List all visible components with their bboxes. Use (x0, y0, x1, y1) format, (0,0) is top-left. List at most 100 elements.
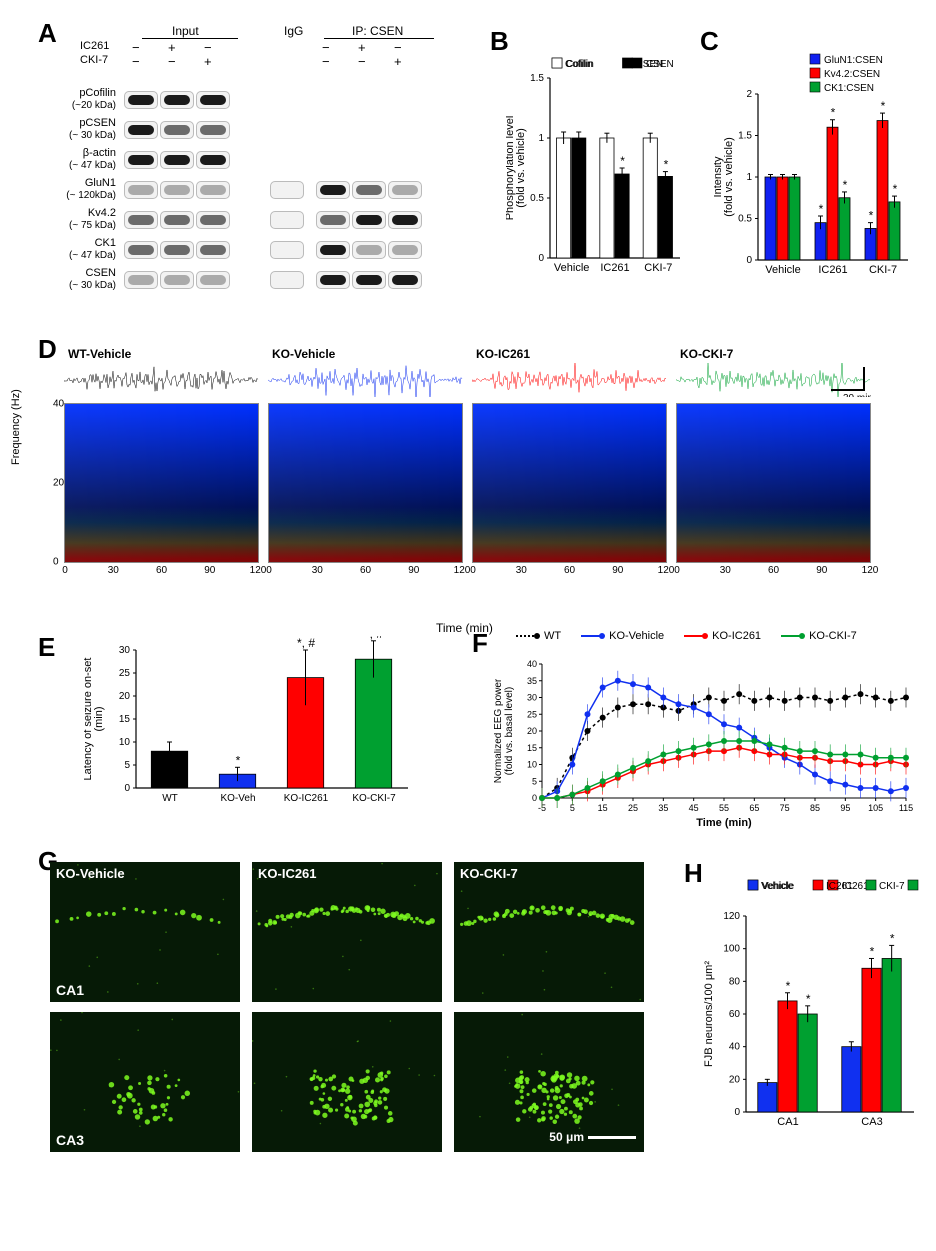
svg-text:5: 5 (124, 760, 130, 771)
svg-text:45: 45 (689, 803, 699, 813)
svg-text:*: * (870, 944, 875, 958)
eeg-title: KO-Vehicle (272, 347, 335, 361)
svg-text:10: 10 (527, 760, 537, 770)
svg-text:CK1:CSEN: CK1:CSEN (824, 83, 874, 94)
svg-text:*: * (786, 979, 791, 993)
panel-a-westernblot: Input IgG IP: CSEN IC261 CKI-7 −−++−−−−−… (44, 24, 474, 314)
eeg-title: KO-IC261 (476, 347, 530, 361)
svg-text:1.5: 1.5 (530, 73, 544, 84)
svg-text:*: * (236, 753, 241, 767)
svg-text:95: 95 (840, 803, 850, 813)
panel-e-chart: 051015202530Latency of seizure on-set(mi… (84, 636, 414, 816)
svg-text:CKI-7: CKI-7 (644, 262, 672, 274)
svg-text:0: 0 (746, 255, 752, 266)
svg-text:65: 65 (749, 803, 759, 813)
svg-text:0: 0 (532, 793, 537, 803)
svg-text:*: * (664, 158, 669, 172)
svg-text:75: 75 (780, 803, 790, 813)
svg-text:5: 5 (532, 776, 537, 786)
group-input: Input (172, 24, 199, 38)
svg-text:CKI-7: CKI-7 (879, 881, 905, 892)
svg-text:Time (min): Time (min) (696, 817, 752, 829)
svg-text:*: * (620, 154, 625, 168)
treat-cki7: CKI-7 (80, 54, 108, 66)
svg-text:15: 15 (598, 803, 608, 813)
svg-text:CA1: CA1 (777, 1116, 798, 1128)
svg-text:20: 20 (119, 691, 131, 702)
svg-text:Latency of seizure on-set(min): Latency of seizure on-set(min) (84, 658, 105, 781)
svg-text:KO-IC261: KO-IC261 (284, 793, 329, 804)
micrograph: KO-CKI-7 (454, 862, 644, 1002)
panel-h-chart: 020406080100120FJB neurons/100 μm²CA1**C… (700, 876, 920, 1136)
micrograph (252, 1012, 442, 1152)
svg-text:40: 40 (729, 1042, 741, 1053)
svg-text:115: 115 (899, 803, 913, 813)
svg-text:IC261: IC261 (818, 264, 847, 276)
panel-g-micrographs: KO-VehicleCA1KO-IC261KO-CKI-7 CA3 50 μm (50, 862, 660, 1172)
svg-text:10: 10 (119, 737, 131, 748)
svg-text:Cofilin: Cofilin (565, 59, 593, 70)
svg-text:1: 1 (746, 172, 752, 183)
svg-text:Normalized EEG power(fold vs.: Normalized EEG power(fold vs. basal leve… (494, 678, 515, 783)
svg-text:25: 25 (628, 803, 638, 813)
svg-text:Intensity(fold vs. vehicle): Intensity(fold vs. vehicle) (714, 137, 735, 216)
svg-text:0.5: 0.5 (530, 193, 544, 204)
svg-text:100: 100 (723, 944, 740, 955)
panel-d-eeg: Frequency (Hz) WT-Vehicle030609012002040… (40, 345, 900, 605)
svg-text:*: * (869, 209, 874, 223)
svg-text:CA3: CA3 (861, 1116, 882, 1128)
svg-text:0: 0 (538, 253, 544, 264)
svg-text:WT: WT (162, 793, 178, 804)
svg-text:0: 0 (124, 783, 130, 794)
svg-text:35: 35 (658, 803, 668, 813)
panel-f-legend: WTKO-VehicleKO-IC261KO-CKI-7 (516, 628, 877, 642)
svg-text:CKI-7: CKI-7 (869, 264, 897, 276)
svg-text:*: * (890, 931, 895, 945)
svg-text:30: 30 (119, 645, 131, 656)
svg-text:85: 85 (810, 803, 820, 813)
svg-text:80: 80 (729, 976, 741, 987)
time-axis-title: Time (min) (436, 621, 493, 635)
panel-label-e: E (38, 632, 55, 663)
svg-text:55: 55 (719, 803, 729, 813)
svg-text:15: 15 (527, 743, 537, 753)
svg-text:35: 35 (527, 676, 537, 686)
micrograph: KO-IC261 (252, 862, 442, 1002)
svg-text:FJB neurons/100 μm²: FJB neurons/100 μm² (703, 961, 715, 1067)
svg-text:CSEN: CSEN (636, 59, 664, 70)
svg-text:20: 20 (527, 726, 537, 736)
svg-text:Phosphorylation level(fold vs.: Phosphorylation level(fold vs. vehicle) (506, 116, 527, 221)
micrograph: 50 μm (454, 1012, 644, 1152)
svg-text:*, #: *, # (365, 636, 383, 641)
svg-text:KO-Veh: KO-Veh (220, 793, 255, 804)
svg-text:105: 105 (868, 803, 883, 813)
svg-text:*, #: *, # (297, 636, 315, 650)
svg-text:Kv4.2:CSEN: Kv4.2:CSEN (824, 69, 880, 80)
svg-text:*: * (843, 178, 848, 192)
svg-text:1.5: 1.5 (738, 131, 752, 142)
svg-text:Vehicle: Vehicle (761, 881, 794, 892)
svg-text:60: 60 (729, 1009, 741, 1020)
panel-label-b: B (490, 26, 509, 57)
svg-text:25: 25 (527, 709, 537, 719)
svg-text:2: 2 (746, 89, 752, 100)
blot-rows: pCofilin(~20 kDa)pCSEN(~ 30 kDa)β-actin(… (44, 86, 422, 296)
panel-c-chart: 00.511.52Intensity(fold vs. vehicle)Vehi… (714, 44, 914, 288)
svg-text:*: * (819, 202, 824, 216)
eeg-title: WT-Vehicle (68, 347, 131, 361)
svg-text:0.5: 0.5 (738, 214, 752, 225)
svg-text:KO-CKI-7: KO-CKI-7 (352, 793, 396, 804)
freq-axis-title: Frequency (Hz) (10, 389, 22, 465)
svg-text:Vehicle: Vehicle (554, 262, 589, 274)
micrograph: KO-VehicleCA1 (50, 862, 240, 1002)
micrograph: CA3 (50, 1012, 240, 1152)
panel-b-chart: 0 0.5 1 1.5 Phosphorylation level(fold vs. v… (506, 56, 686, 286)
svg-text:IC261: IC261 (826, 881, 853, 892)
svg-text:1: 1 (538, 133, 544, 144)
treat-ic261: IC261 (80, 40, 109, 52)
svg-text:*: * (881, 99, 886, 113)
svg-text:120: 120 (723, 911, 740, 922)
group-ip: IP: CSEN (352, 24, 403, 38)
group-igg: IgG (284, 24, 303, 38)
svg-text:GluN1:CSEN: GluN1:CSEN (824, 55, 883, 66)
